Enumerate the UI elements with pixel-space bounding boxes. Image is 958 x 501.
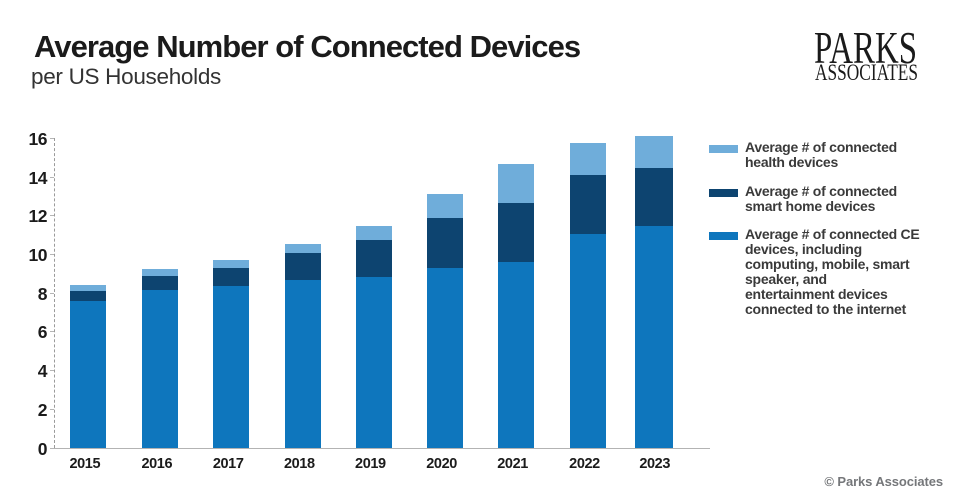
svg-text:PARKS: PARKS [814,29,917,73]
svg-text:ASSOCIATES: ASSOCIATES [815,60,918,85]
